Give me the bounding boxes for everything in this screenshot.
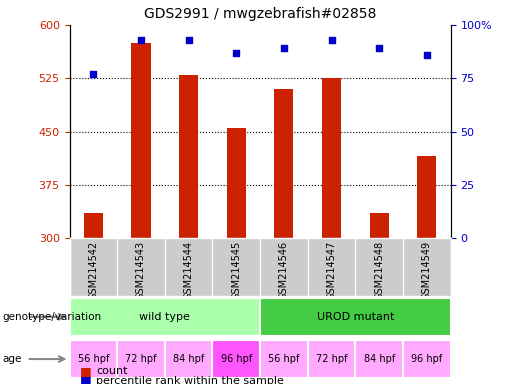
Text: 84 hpf: 84 hpf (364, 354, 395, 364)
Bar (274, 89, 294, 238)
Bar (307, 340, 355, 378)
Text: GSM214546: GSM214546 (279, 241, 289, 300)
Text: GSM214542: GSM214542 (89, 241, 98, 300)
Text: 56 hpf: 56 hpf (78, 354, 109, 364)
Bar (179, 74, 198, 238)
Text: ■: ■ (80, 374, 92, 384)
Text: GSM214545: GSM214545 (231, 241, 241, 300)
Text: GSM214547: GSM214547 (327, 241, 336, 300)
Bar (227, 128, 246, 238)
Text: GSM214549: GSM214549 (422, 241, 432, 300)
Text: 84 hpf: 84 hpf (173, 354, 204, 364)
Bar (131, 43, 150, 238)
Text: 56 hpf: 56 hpf (268, 354, 300, 364)
Text: genotype/variation: genotype/variation (3, 312, 101, 322)
Text: UROD mutant: UROD mutant (317, 312, 394, 322)
Point (423, 52, 431, 58)
Bar (260, 340, 308, 378)
Bar (70, 298, 260, 336)
Title: GDS2991 / mwgzebrafish#02858: GDS2991 / mwgzebrafish#02858 (144, 7, 376, 21)
Point (328, 37, 336, 43)
Bar (417, 156, 436, 238)
Point (232, 50, 241, 56)
Text: GSM214544: GSM214544 (184, 241, 194, 300)
Text: age: age (3, 354, 22, 364)
Text: count: count (96, 366, 128, 376)
Point (137, 37, 145, 43)
Text: 72 hpf: 72 hpf (316, 354, 347, 364)
Bar (370, 213, 389, 238)
Text: GSM214543: GSM214543 (136, 241, 146, 300)
Text: ■: ■ (80, 365, 92, 378)
Text: GSM214548: GSM214548 (374, 241, 384, 300)
Text: percentile rank within the sample: percentile rank within the sample (96, 376, 284, 384)
Bar (403, 340, 451, 378)
Bar (117, 340, 165, 378)
Bar (322, 78, 341, 238)
Text: 72 hpf: 72 hpf (125, 354, 157, 364)
Text: 96 hpf: 96 hpf (220, 354, 252, 364)
Point (280, 45, 288, 51)
Bar (165, 340, 212, 378)
Bar (212, 340, 260, 378)
Bar (70, 340, 117, 378)
Bar (84, 213, 103, 238)
Bar (355, 340, 403, 378)
Point (375, 45, 383, 51)
Point (89, 71, 97, 77)
Text: 96 hpf: 96 hpf (411, 354, 442, 364)
Bar (260, 298, 451, 336)
Text: wild type: wild type (140, 312, 190, 322)
Point (184, 37, 193, 43)
